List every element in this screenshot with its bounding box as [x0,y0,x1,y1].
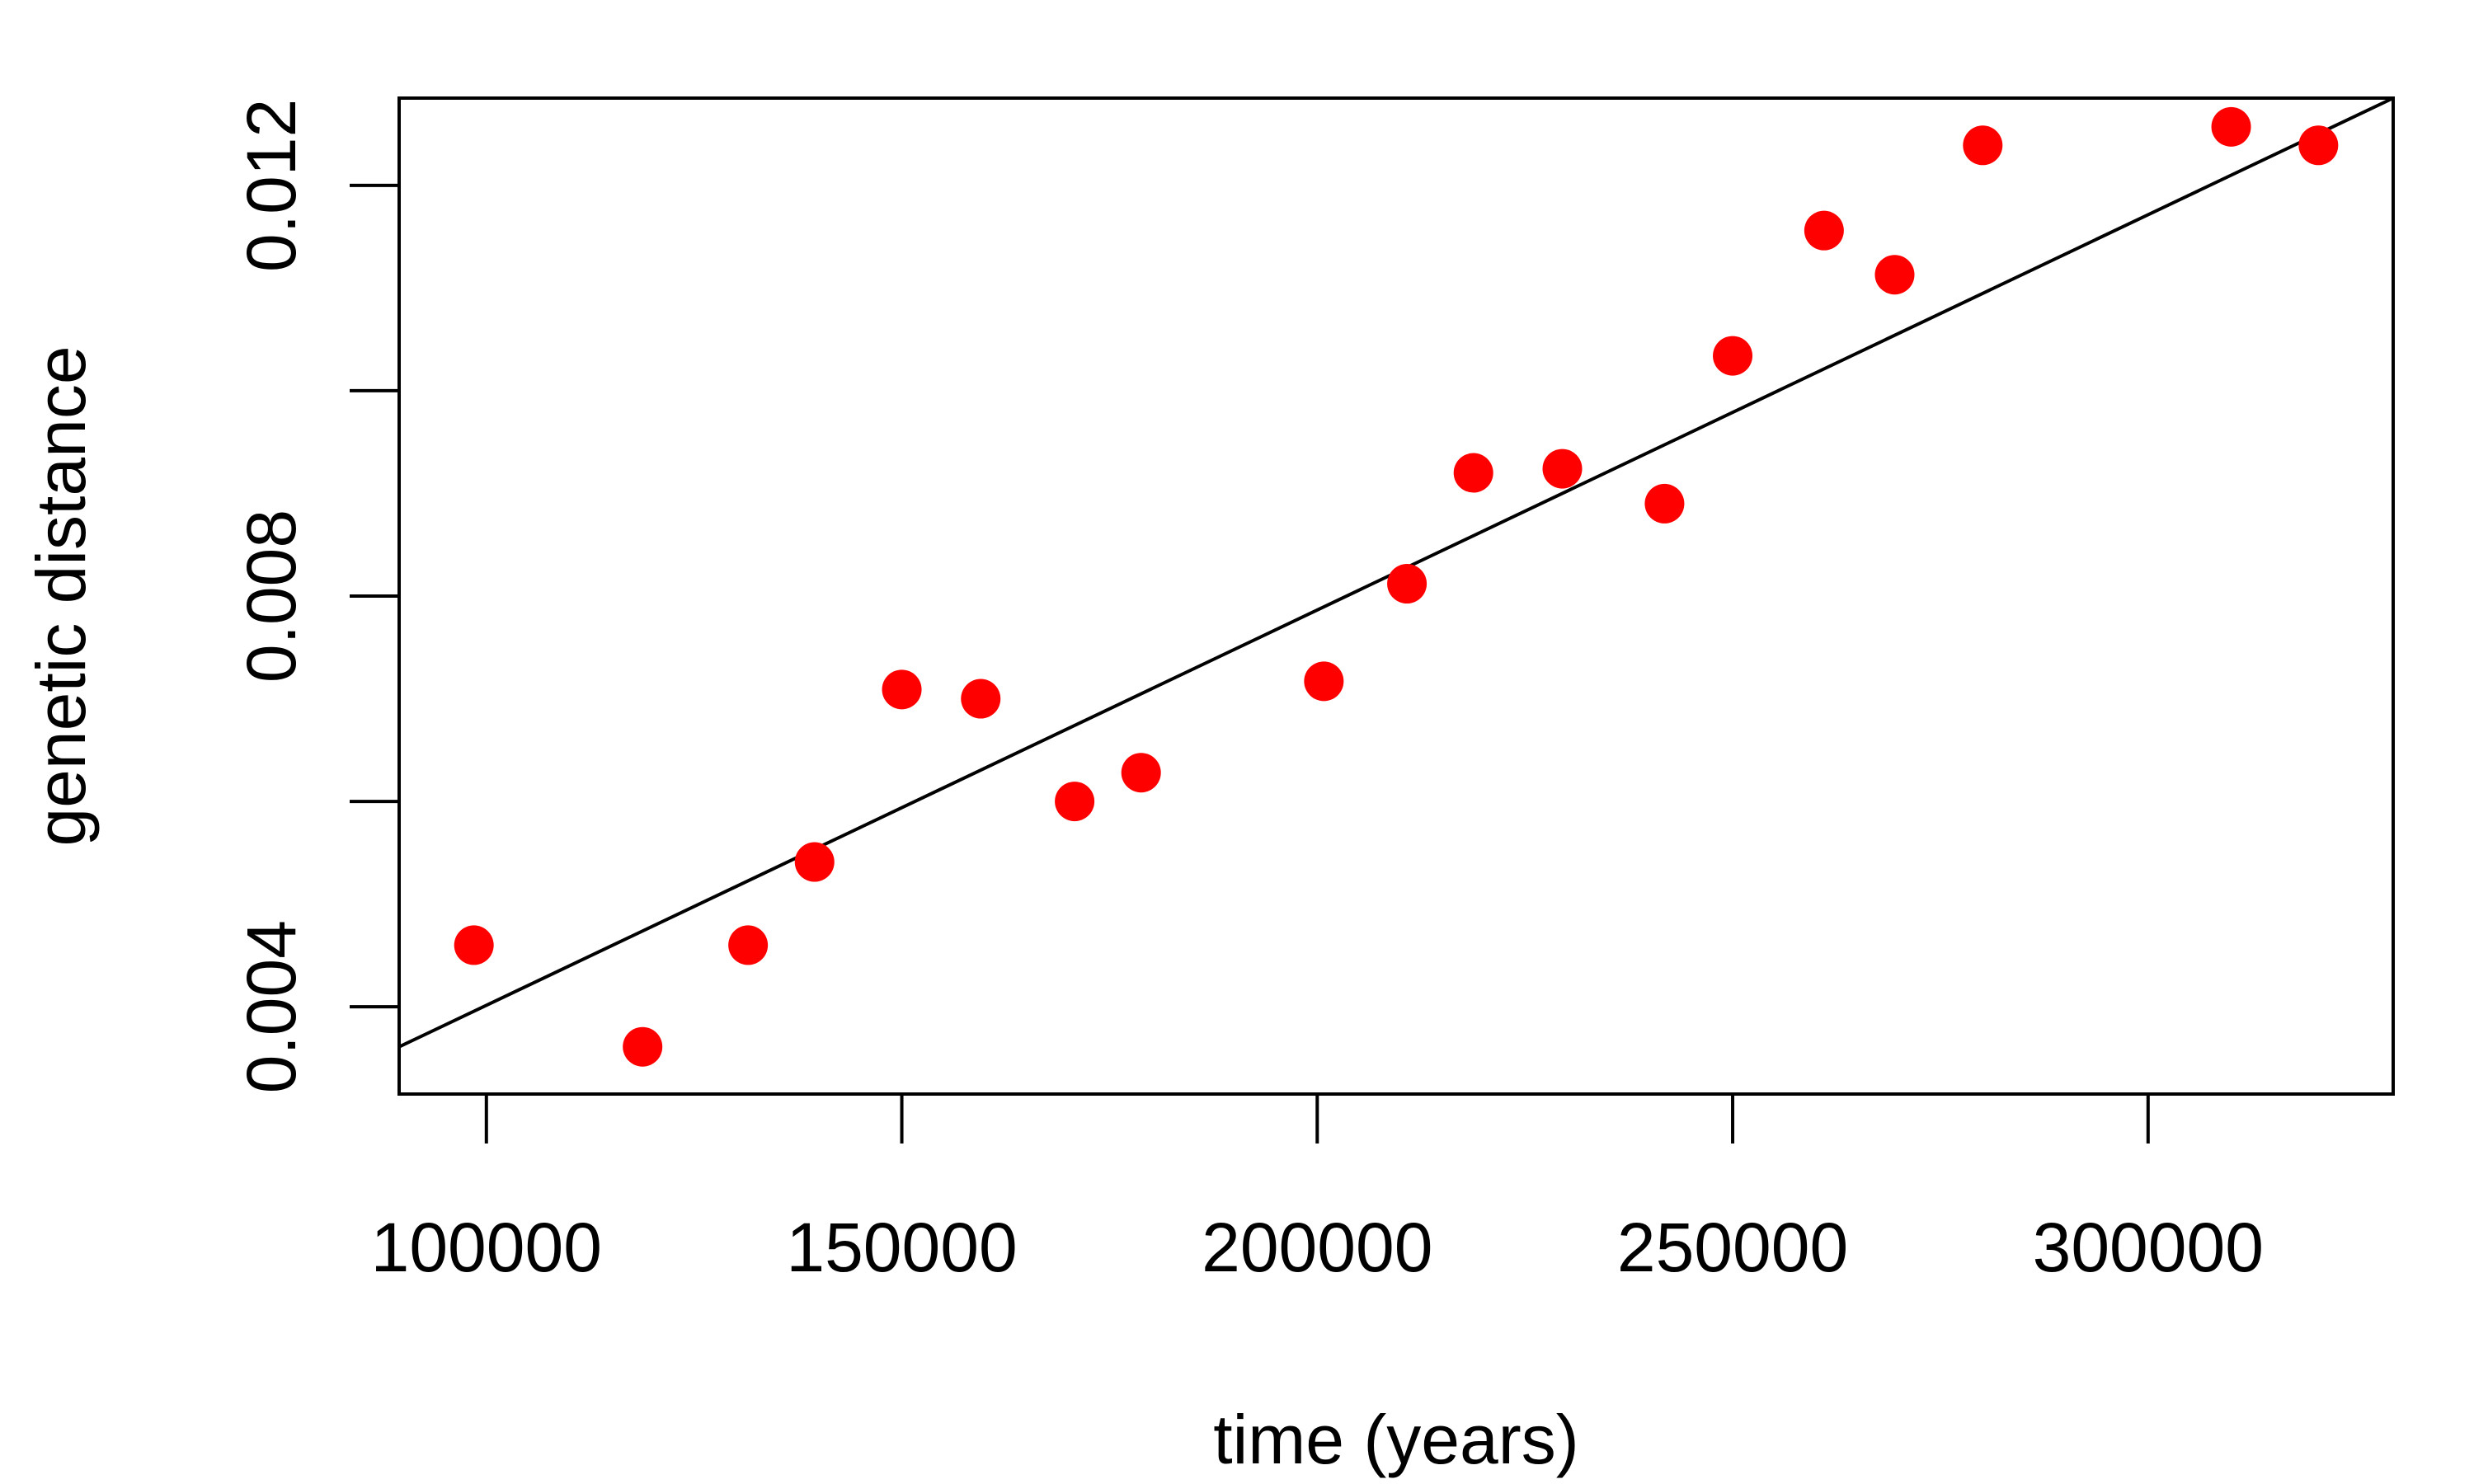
data-point [1804,210,1844,251]
data-point [2298,125,2339,166]
data-point [1387,564,1427,604]
data-points [454,106,2339,1067]
y-axis: 0.004 0.008 0.012 [233,99,401,1093]
data-point [1121,753,1161,793]
data-point [794,842,835,882]
x-axis: 100000 150000 200000 250000 300000 [371,1092,2264,1286]
x-tick-label: 150000 [786,1209,1017,1286]
data-point [1963,125,2003,166]
data-point [2211,106,2251,147]
data-point [1874,255,1915,295]
data-point [1644,483,1685,524]
y-tick-label: 0.012 [233,99,310,272]
x-tick-label: 300000 [2033,1209,2264,1286]
x-tick-label: 100000 [371,1209,602,1286]
data-point [1055,782,1095,822]
y-tick-label: 0.008 [233,510,310,683]
data-point [1304,661,1344,702]
data-point [1453,453,1493,493]
x-tick-label: 250000 [1617,1209,1848,1286]
data-point [1713,336,1753,376]
data-point [882,669,922,710]
data-point [1542,448,1583,489]
data-point [623,1026,663,1067]
x-axis-title: time (years) [1213,1401,1578,1478]
data-point [961,679,1001,719]
y-tick-label: 0.004 [233,920,310,1093]
data-point [454,925,494,965]
y-axis-title: genetic distance [22,345,100,846]
x-tick-label: 200000 [1202,1209,1432,1286]
data-point [728,925,769,965]
